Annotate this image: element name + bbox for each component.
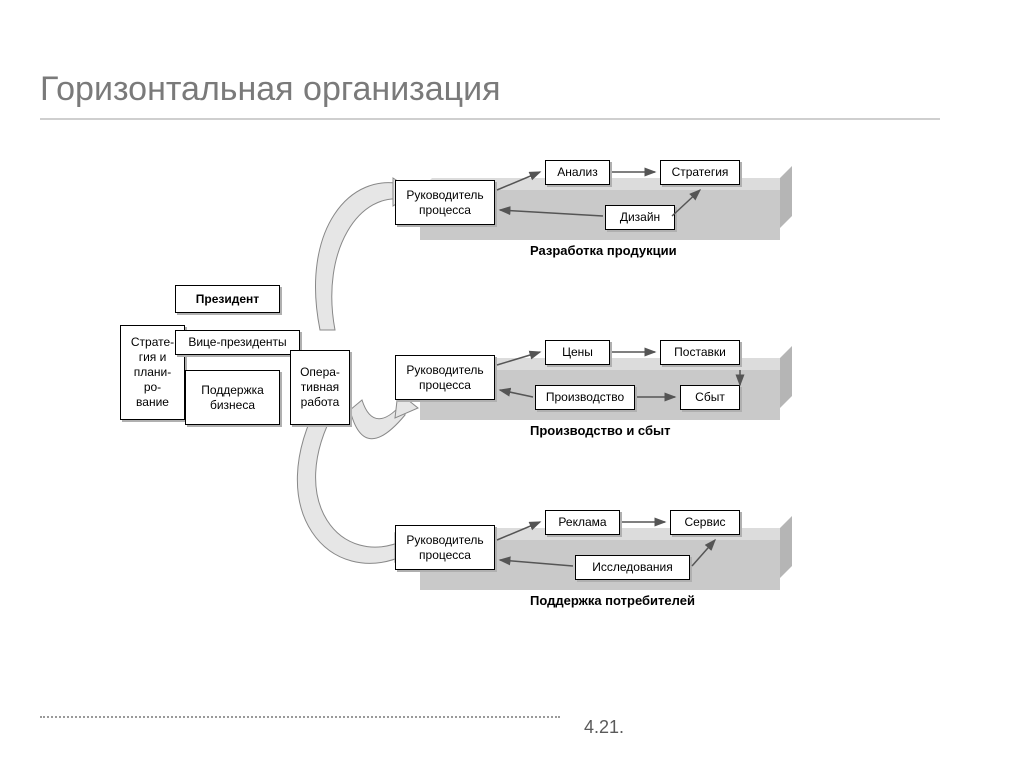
p3-title: Поддержка потребителей	[530, 593, 695, 608]
operational-work-box: Опера- тивная работа	[290, 350, 350, 425]
p1-design-box: Дизайн	[605, 205, 675, 230]
p1-strategy-box: Стратегия	[660, 160, 740, 185]
footer-dots	[40, 716, 560, 718]
p3-service-box: Сервис	[670, 510, 740, 535]
p2-title: Производство и сбыт	[530, 423, 670, 438]
vice-presidents-box: Вице-президенты	[175, 330, 300, 355]
p2-sales-box: Сбыт	[680, 385, 740, 410]
p3-research-box: Исследования	[575, 555, 690, 580]
p2-leader-box: Руководитель процесса	[395, 355, 495, 400]
p2-production-box: Производство	[535, 385, 635, 410]
p2-prices-box: Цены	[545, 340, 610, 365]
president-box: Президент	[175, 285, 280, 313]
p1-analysis-box: Анализ	[545, 160, 610, 185]
p1-leader-box: Руководитель процесса	[395, 180, 495, 225]
p3-ads-box: Реклама	[545, 510, 620, 535]
p3-leader-box: Руководитель процесса	[395, 525, 495, 570]
page-number: 4.21.	[584, 717, 624, 738]
p2-supply-box: Поставки	[660, 340, 740, 365]
diagram: Президент Страте- гия и плани- ро- вание…	[0, 0, 1024, 768]
p1-title: Разработка продукции	[530, 243, 677, 258]
business-support-box: Поддержка бизнеса	[185, 370, 280, 425]
